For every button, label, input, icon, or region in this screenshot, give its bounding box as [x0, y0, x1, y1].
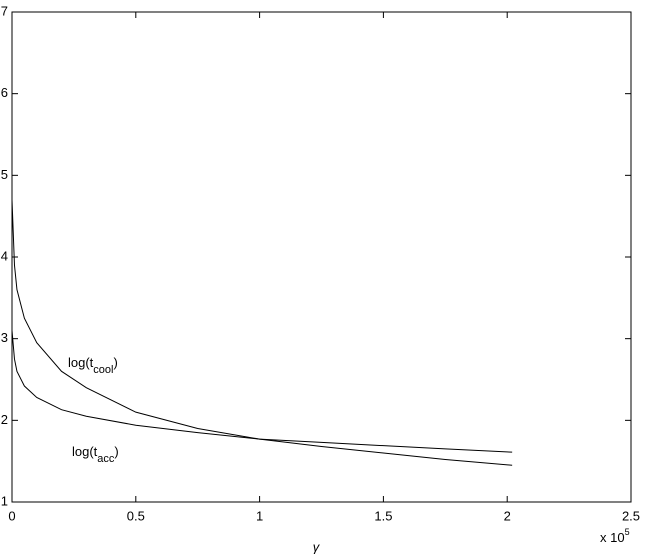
axes-box	[11, 11, 632, 503]
x-multiplier: x 105	[600, 527, 630, 545]
x-tick-label: 1	[256, 508, 263, 523]
line	[11, 199, 513, 466]
y-tick-label: 5	[1, 167, 8, 182]
y-tick-label: 1	[1, 493, 8, 508]
x-tick-label: 2.5	[622, 508, 640, 523]
x-tick-label: 2	[504, 508, 511, 523]
y-tick-label: 7	[1, 3, 8, 18]
annotation-sub: cool	[93, 364, 113, 376]
x-tick-label: 1.5	[374, 508, 392, 523]
y-tick-label: 3	[1, 330, 8, 345]
x-axis-label: γ	[313, 539, 321, 554]
annotation-text: log(t	[72, 444, 98, 459]
y-tick-label: 6	[1, 85, 8, 100]
x-multiplier-base: x 10	[600, 530, 625, 545]
annotation-close: )	[114, 444, 118, 459]
annotation-close: )	[113, 355, 117, 370]
x-tick-label: 0.5	[127, 508, 145, 523]
line	[11, 330, 513, 453]
y-tick-label: 4	[1, 248, 8, 263]
y-tick-label: 2	[1, 412, 8, 427]
annotation-sub: acc	[97, 453, 115, 465]
annotation: log(tacc)	[72, 444, 119, 464]
x-tick-label: 0	[8, 508, 15, 523]
annotation-text: log(t	[68, 355, 94, 370]
annotation: log(tcool)	[68, 355, 118, 375]
x-multiplier-exp: 5	[625, 527, 630, 537]
